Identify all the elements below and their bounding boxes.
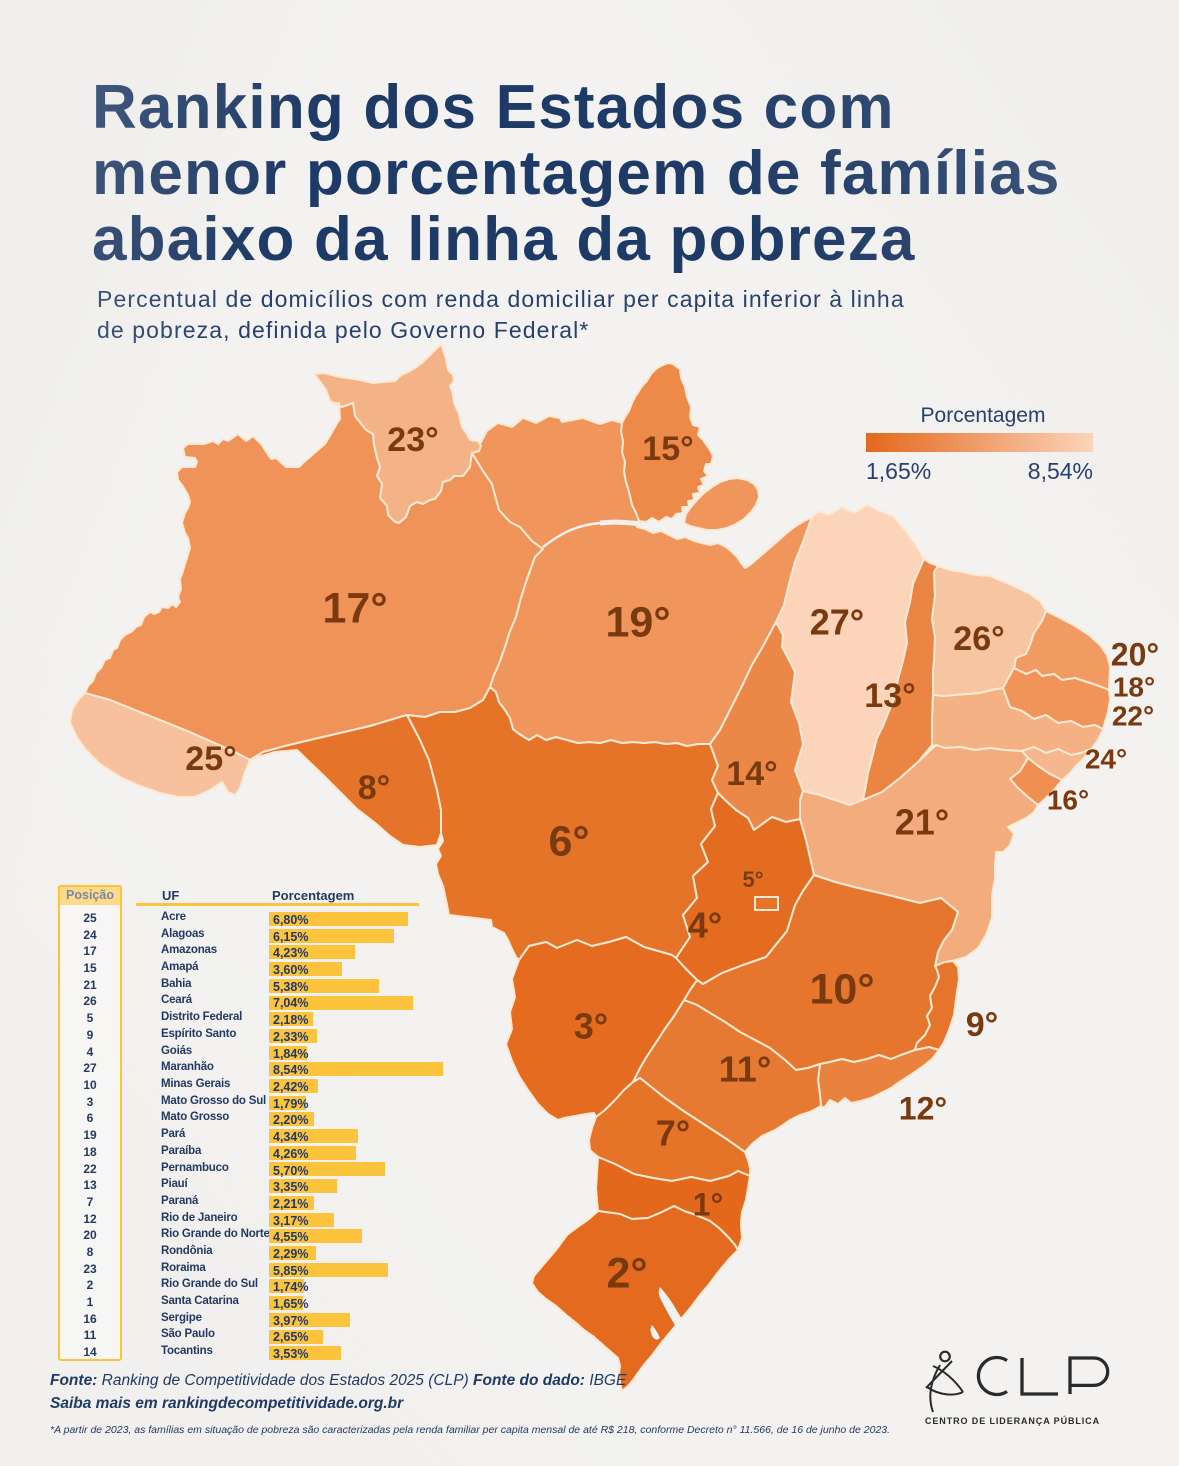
svg-text:27°: 27° <box>810 602 864 643</box>
svg-text:10°: 10° <box>809 965 874 1013</box>
svg-text:9°: 9° <box>966 1006 999 1044</box>
svg-text:14°: 14° <box>726 755 777 793</box>
svg-text:1,65%: 1,65% <box>866 458 931 484</box>
svg-text:20°: 20° <box>1111 636 1159 672</box>
svg-text:CENTRO DE LIDERANÇA PÚBLICA: CENTRO DE LIDERANÇA PÚBLICA <box>925 1415 1100 1426</box>
svg-text:19°: 19° <box>605 598 670 646</box>
svg-text:8°: 8° <box>358 769 391 807</box>
svg-text:18°: 18° <box>1113 671 1155 702</box>
svg-text:21°: 21° <box>895 802 949 843</box>
svg-text:15°: 15° <box>642 430 693 468</box>
svg-text:3°: 3° <box>574 1006 608 1047</box>
svg-text:1°: 1° <box>693 1186 724 1222</box>
svg-text:11°: 11° <box>719 1049 771 1090</box>
svg-text:22°: 22° <box>1112 700 1154 731</box>
svg-text:7°: 7° <box>656 1113 690 1154</box>
svg-text:5°: 5° <box>742 867 763 892</box>
svg-text:25°: 25° <box>185 740 236 778</box>
svg-text:12°: 12° <box>899 1090 947 1126</box>
svg-text:26°: 26° <box>953 620 1004 658</box>
svg-text:6°: 6° <box>548 817 589 865</box>
svg-text:8,54%: 8,54% <box>1028 458 1093 484</box>
svg-text:16°: 16° <box>1047 784 1089 815</box>
svg-text:13°: 13° <box>864 677 915 715</box>
svg-text:17°: 17° <box>322 584 387 632</box>
svg-text:24°: 24° <box>1085 743 1127 774</box>
svg-text:2°: 2° <box>606 1249 647 1297</box>
svg-text:Porcentagem: Porcentagem <box>921 404 1046 427</box>
svg-text:23°: 23° <box>387 421 438 459</box>
svg-text:4°: 4° <box>688 905 722 946</box>
